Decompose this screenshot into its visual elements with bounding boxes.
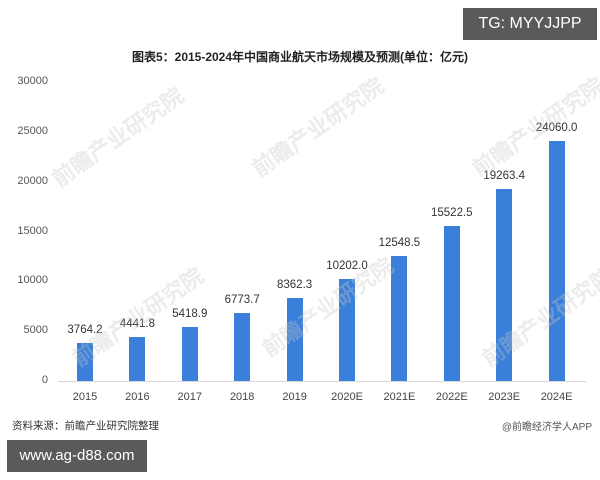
value-label: 10202.0 <box>326 260 368 273</box>
y-tick-label: 30000 <box>17 75 48 87</box>
value-label: 8362.3 <box>277 278 313 291</box>
y-tick-label: 0 <box>41 374 48 386</box>
watermark: 前瞻产业研究院 <box>47 82 189 192</box>
x-tick-label: 2020E <box>331 391 363 403</box>
y-tick-label: 15000 <box>17 224 48 237</box>
x-tick-label: 2022E <box>435 391 468 403</box>
watermark: 前瞻产业研究院 <box>477 262 600 372</box>
x-tick-label: 2018 <box>229 391 255 403</box>
url-badge: www.ag-d88.com <box>7 440 147 472</box>
x-tick-label: 2021E <box>383 391 416 403</box>
x-tick-label: 2015 <box>72 391 98 403</box>
bar <box>391 255 408 381</box>
watermark: 前瞻产业研究院 <box>247 72 389 182</box>
y-tick-label: 10000 <box>17 274 48 287</box>
y-tick-label: 5000 <box>23 324 48 337</box>
y-tick-label: 20000 <box>17 174 48 187</box>
value-label: 5418.9 <box>172 307 208 320</box>
bar <box>443 226 460 381</box>
x-tick-label: 2024E <box>540 391 573 403</box>
x-axis-line <box>58 381 586 382</box>
bar <box>496 189 513 381</box>
chart-title: 图表5：2015-2024年中国商业航天市场规模及预测(单位：亿元) <box>131 50 469 64</box>
value-label: 12548.5 <box>378 236 421 249</box>
value-label: 19263.4 <box>483 170 525 182</box>
source-note: 资料来源：前瞻产业研究院整理 <box>12 420 159 432</box>
bar <box>181 326 198 381</box>
bar <box>129 336 146 381</box>
credit-note: @前瞻经济学人APP <box>501 422 592 433</box>
x-tick-label: 2016 <box>125 391 150 403</box>
bar <box>339 279 355 381</box>
x-tick-label: 2017 <box>177 391 203 403</box>
bar <box>548 141 565 381</box>
bar <box>286 297 303 381</box>
value-label: 24060.0 <box>535 122 578 135</box>
x-tick-label: 2019 <box>282 391 307 403</box>
x-tick-label: 2023E <box>488 391 521 403</box>
value-label: 3764.2 <box>67 324 103 337</box>
bar <box>77 343 93 381</box>
y-tick-label: 25000 <box>17 124 48 137</box>
value-label: 4441.8 <box>119 317 155 330</box>
value-label: 6773.7 <box>224 294 260 307</box>
tg-badge: TG: MYYJJPP <box>463 8 597 40</box>
bar <box>234 313 251 381</box>
value-label: 15522.5 <box>431 207 473 220</box>
